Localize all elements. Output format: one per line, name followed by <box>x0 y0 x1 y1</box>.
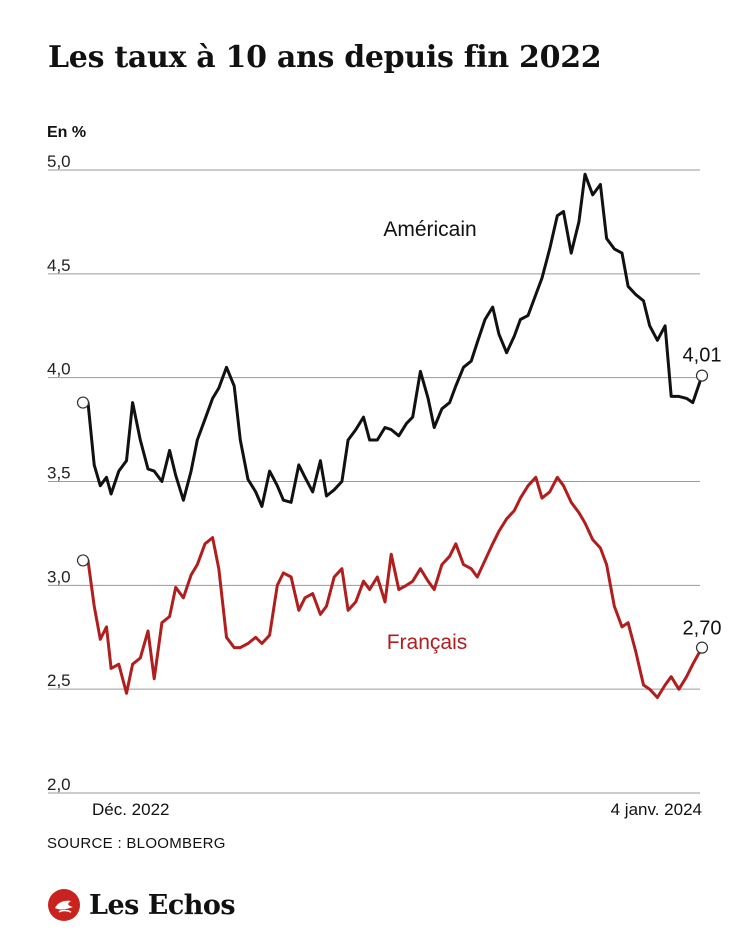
fr-series-line <box>86 475 704 699</box>
fr-series-end-marker <box>695 641 709 654</box>
y-tick-label: 4,0 <box>47 360 71 379</box>
fr-series-name: Français <box>387 631 468 654</box>
chart-title: Les taux à 10 ans depuis fin 2022 <box>48 40 602 75</box>
line-chart: 2,0 2,5 3,0 3,5 4,0 4,5 5,0 Déc. 2022 4 janv. 2… <box>47 152 721 819</box>
us-series-line <box>86 172 704 508</box>
y-tick-label: 5,0 <box>47 152 71 171</box>
brand-emblem-icon <box>48 889 80 921</box>
x-tick-label-end: 4 janv. 2024 <box>611 800 702 819</box>
gridlines <box>48 169 700 794</box>
us-series-end-value: 4,01 <box>683 345 722 367</box>
brand-logo[interactable]: Les Echos <box>47 888 236 922</box>
us-series-end-marker <box>695 369 709 382</box>
y-tick-label: 3,0 <box>47 567 71 586</box>
x-tick-label-start: Déc. 2022 <box>92 800 170 819</box>
y-tick-label: 4,5 <box>47 256 71 275</box>
brand-name: Les Echos <box>89 889 236 921</box>
series-lines <box>76 172 709 699</box>
y-unit-label: En % <box>47 124 87 141</box>
y-tick-label: 2,0 <box>47 775 71 794</box>
y-tick-label: 2,5 <box>47 671 71 690</box>
x-tick-labels: Déc. 2022 4 janv. 2024 <box>92 800 702 819</box>
y-tick-labels: 2,0 2,5 3,0 3,5 4,0 4,5 5,0 <box>47 152 71 794</box>
fr-series-start-marker <box>76 554 90 567</box>
source-note: SOURCE : BLOOMBERG <box>47 835 226 852</box>
y-tick-label: 3,5 <box>47 464 71 483</box>
us-series-start-marker <box>76 396 90 409</box>
us-series-name: Américain <box>383 218 476 241</box>
series-labels: 4,01 Américain 2,70 Français <box>383 218 721 654</box>
fr-series-end-value: 2,70 <box>683 618 722 640</box>
